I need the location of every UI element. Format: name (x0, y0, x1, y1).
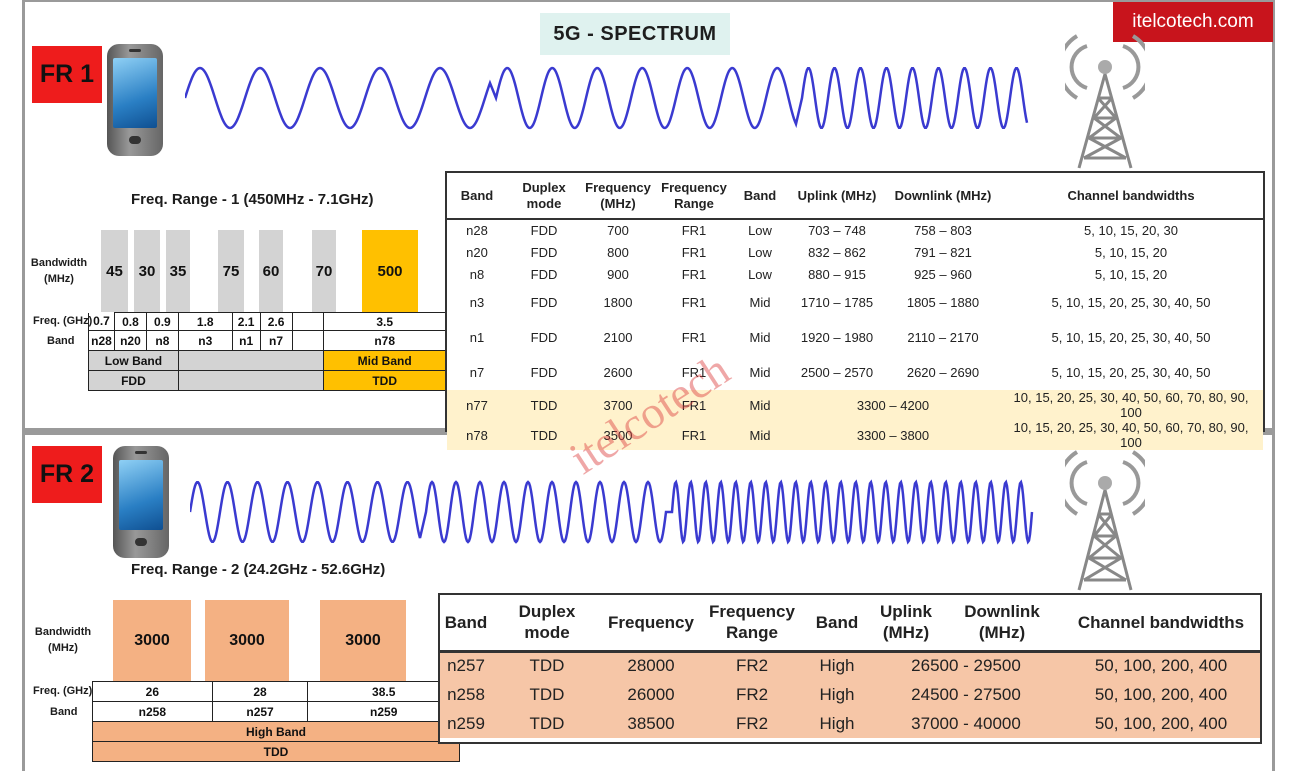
phone-icon (113, 446, 169, 558)
table-row: n259 TDD 38500 FR2 High 37000 - 40000 50, 100,… (440, 709, 1260, 738)
low-band-cell: Low Band (88, 350, 179, 371)
freq-cell: 0.9 (145, 312, 179, 331)
col-header: Duplex mode (507, 173, 581, 220)
table-row: n258 TDD 26000 FR2 High 24500 - 27500 50, 100,… (440, 680, 1260, 709)
tdd-cell: TDD (323, 370, 446, 391)
col-header: Uplink (MHz) (870, 595, 942, 653)
high-band-cell: High Band (92, 721, 460, 742)
frame-top (22, 0, 1275, 2)
frame-left (22, 0, 25, 771)
freq-cell: 2.1 (231, 312, 261, 331)
freq-cell: 3.5 (323, 312, 446, 331)
table-row: n257 TDD 28000 FR2 High 26500 - 29500 50, 100,… (440, 651, 1260, 680)
fr2-wave-icon (190, 479, 1034, 545)
band-cell: n3 (177, 330, 233, 351)
fr1-wave-icon (185, 66, 1029, 130)
freq-cell: 2.6 (259, 312, 293, 331)
table-row: n1 FDD 2100 FR1 Mid 1920 – 1980 2110 – 2170 5, … (469, 330, 1211, 345)
bandwidth-bar: 70 (312, 230, 336, 312)
freq-cell: 38.5 (307, 681, 460, 702)
mid-band-cell: Mid Band (323, 350, 446, 371)
phone-icon (107, 44, 163, 156)
tdd-cell: TDD (92, 741, 460, 762)
band-cell: n257 (211, 701, 309, 722)
band-cell: n8 (145, 330, 179, 351)
fr1-band-table: 0.7 0.8 0.9 1.8 2.1 2.6 3.5 n28 n20 n8 n… (88, 312, 446, 391)
col-header: Uplink (MHz) (787, 173, 887, 220)
col-header: Channel bandwidths (1062, 595, 1260, 653)
band-cell: n20 (113, 330, 147, 351)
col-header: Duplex mode (492, 595, 602, 653)
col-header: Channel bandwidths (999, 173, 1263, 220)
fr1-label: FR 1 (32, 46, 102, 103)
bandwidth-bar: 3000 (113, 600, 191, 681)
table-row: n7 FDD 2600 FR1 Mid 2500 – 2570 2620 – 2690 5, … (469, 365, 1211, 380)
table-row: n3 FDD 1800 FR1 Mid 1710 – 1785 1805 – 1880 5, … (469, 295, 1211, 310)
fr1-bandwidth-label: Bandwidth (MHz) (30, 257, 88, 285)
fr2-spec-table: Band Duplex mode Frequency Frequency Ran… (440, 595, 1260, 738)
freq-cell: 0.8 (113, 312, 147, 331)
bandwidth-bar: 75 (218, 230, 244, 312)
freq-cell: 26 (92, 681, 213, 702)
fdd-cell: FDD (88, 370, 179, 391)
col-header: Frequency Range (655, 173, 733, 220)
bandwidth-bar: 30 (134, 230, 160, 312)
fr2-range-title: Freq. Range - 2 (24.2GHz - 52.6GHz) (131, 561, 386, 578)
col-header: Frequency Range (700, 595, 804, 653)
brand-badge: itelcotech.com (1113, 2, 1273, 42)
frame-right (1272, 0, 1275, 771)
freq-cell: 1.8 (177, 312, 233, 331)
col-header: Downlink (MHz) (887, 173, 999, 220)
col-header: Band (804, 595, 870, 653)
col-header: Downlink (MHz) (942, 595, 1062, 653)
band-cell: n78 (323, 330, 446, 351)
bandwidth-bar: 500 (362, 230, 418, 312)
band-cell: n28 (88, 330, 115, 351)
cell-tower-icon (1065, 450, 1145, 591)
cell-tower-icon (1065, 34, 1145, 169)
fr2-spec-table-wrap: Band Duplex mode Frequency Frequency Ran… (438, 593, 1262, 744)
fr2-band-table: 26 28 38.5 n258 n257 n259 High Band TDD (92, 681, 460, 762)
freq-cell: 28 (211, 681, 309, 702)
band-cell: n258 (92, 701, 213, 722)
col-header: Band (447, 173, 507, 220)
table-row: n20 FDD 800 FR1 Low 832 – 862 791 – 821 5, 10, … (466, 244, 1168, 260)
bandwidth-bar: 60 (259, 230, 283, 312)
bandwidth-bar: 45 (101, 230, 128, 312)
fr1-spec-table: Band Duplex mode Frequency (MHz) Frequen… (447, 173, 1263, 450)
col-header: Band (440, 595, 492, 653)
fr1-spec-table-wrap: Band Duplex mode Frequency (MHz) Frequen… (445, 171, 1265, 450)
bandwidth-bar: 3000 (205, 600, 289, 681)
freq-cell: 0.7 (88, 312, 115, 331)
page-title: 5G - SPECTRUM (540, 13, 730, 55)
bandwidth-bar: 35 (166, 230, 190, 312)
fr2-label: FR 2 (32, 446, 102, 503)
band-cell: n7 (259, 330, 293, 351)
band-cell: n1 (231, 330, 261, 351)
col-header: Frequency (MHz) (581, 173, 655, 220)
col-header: Frequency (602, 595, 700, 653)
fr1-freq-label: Freq. (GHz) (33, 315, 93, 327)
fr2-band-label: Band (50, 706, 78, 718)
col-header: Band (733, 173, 787, 220)
fr1-range-title: Freq. Range - 1 (450MHz - 7.1GHz) (131, 191, 374, 208)
table-row: n77 TDD 3700 FR1 Mid 3300 – 4200 10, 15, 20, 2… (447, 390, 1263, 420)
fr2-bandwidth-label: Bandwidth (MHz) (34, 626, 92, 654)
table-row: n78 TDD 3500 FR1 Mid 3300 – 3800 10, 15, 20, 2… (447, 420, 1263, 450)
band-cell: n259 (307, 701, 460, 722)
bandwidth-bar: 3000 (320, 600, 406, 681)
table-row: n8 FDD 900 FR1 Low 880 – 915 925 – 960 5, 10, 1… (469, 266, 1168, 282)
fr1-band-label: Band (47, 335, 75, 347)
fr2-freq-label: Freq. (GHz) (33, 685, 93, 697)
table-row: n28 FDD 700 FR1 Low 703 – 748 758 – 803 5, 10, … (466, 223, 1178, 238)
